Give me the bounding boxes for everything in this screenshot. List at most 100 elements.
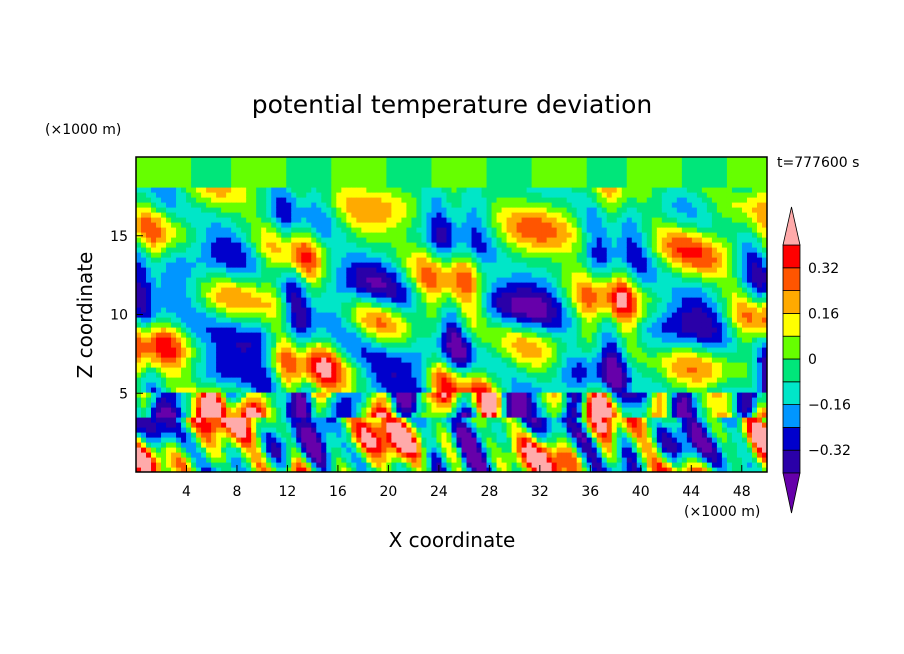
heatmap-cell [406, 462, 412, 468]
heatmap-cell [156, 412, 162, 418]
heatmap-cell [326, 222, 332, 228]
heatmap-cell [286, 432, 292, 438]
heatmap-cell [216, 392, 222, 398]
heatmap-cell [211, 332, 217, 338]
heatmap-cell [391, 397, 397, 403]
heatmap-cell [136, 462, 142, 468]
heatmap-cell [176, 192, 182, 198]
heatmap-cell [186, 232, 192, 238]
heatmap-cell [231, 272, 237, 278]
heatmap-cell [462, 262, 468, 268]
heatmap-cell [261, 367, 267, 373]
heatmap-cell [452, 427, 458, 433]
heatmap-cell [401, 442, 407, 448]
heatmap-cell [166, 437, 172, 443]
heatmap-cell [136, 457, 142, 463]
heatmap-cell [291, 457, 297, 463]
heatmap-cell [527, 257, 533, 263]
heatmap-cell [406, 432, 412, 438]
heatmap-cell [366, 327, 372, 333]
heatmap-cell [321, 427, 327, 433]
heatmap-cell [381, 167, 387, 173]
heatmap-cell [351, 207, 357, 213]
heatmap-cell [401, 312, 407, 318]
heatmap-cell [136, 157, 142, 163]
heatmap-cell [306, 302, 312, 308]
heatmap-cell [176, 197, 182, 203]
heatmap-cell [472, 412, 478, 418]
heatmap-cell [366, 242, 372, 248]
heatmap-cell [286, 442, 292, 448]
heatmap-cell [371, 272, 377, 278]
heatmap-cell [356, 182, 362, 188]
heatmap-cell [201, 322, 207, 328]
heatmap-cell [271, 377, 277, 383]
heatmap-cell [336, 227, 342, 233]
heatmap-cell [522, 177, 528, 183]
heatmap-cell [321, 302, 327, 308]
heatmap-cell [146, 242, 152, 248]
heatmap-cell [186, 447, 192, 453]
heatmap-cell [136, 212, 142, 218]
heatmap-cell [512, 212, 518, 218]
heatmap-cell [291, 232, 297, 238]
heatmap-cell [517, 457, 523, 463]
heatmap-cell [517, 387, 523, 393]
heatmap-cell [366, 307, 372, 313]
heatmap-cell [396, 357, 402, 363]
heatmap-cell [296, 317, 302, 323]
heatmap-cell [532, 402, 538, 408]
heatmap-cell [151, 167, 157, 173]
heatmap-cell [201, 332, 207, 338]
heatmap-cell [216, 232, 222, 238]
heatmap-cell [266, 277, 272, 283]
heatmap-cell [457, 162, 463, 168]
heatmap-cell [206, 362, 212, 368]
heatmap-cell [156, 427, 162, 433]
heatmap-cell [341, 417, 347, 423]
heatmap-cell [351, 452, 357, 458]
heatmap-cell [171, 307, 177, 313]
heatmap-cell [426, 222, 432, 228]
heatmap-cell [381, 277, 387, 283]
heatmap-cell [472, 432, 478, 438]
heatmap-cell [336, 447, 342, 453]
heatmap-cell [176, 432, 182, 438]
heatmap-cell [191, 417, 197, 423]
heatmap-cell [171, 162, 177, 168]
heatmap-cell [281, 212, 287, 218]
heatmap-cell [211, 427, 217, 433]
heatmap-cell [156, 162, 162, 168]
heatmap-cell [492, 377, 498, 383]
heatmap-cell [381, 317, 387, 323]
heatmap-cell [326, 262, 332, 268]
heatmap-cell [457, 267, 463, 273]
heatmap-cell [522, 422, 528, 428]
heatmap-cell [341, 197, 347, 203]
heatmap-cell [161, 392, 167, 398]
heatmap-cell [261, 457, 267, 463]
heatmap-cell [261, 312, 267, 318]
heatmap-cell [411, 182, 417, 188]
heatmap-cell [281, 447, 287, 453]
heatmap-cell [306, 157, 312, 163]
heatmap-cell [522, 302, 528, 308]
heatmap-cell [411, 417, 417, 423]
heatmap-cell [186, 407, 192, 413]
heatmap-cell [336, 247, 342, 253]
heatmap-cell [191, 192, 197, 198]
heatmap-cell [522, 437, 528, 443]
heatmap-cell [186, 392, 192, 398]
heatmap-cell [406, 302, 412, 308]
heatmap-cell [457, 157, 463, 163]
heatmap-cell [141, 302, 147, 308]
heatmap-cell [241, 327, 247, 333]
heatmap-cell [201, 232, 207, 238]
heatmap-cell [497, 232, 503, 238]
heatmap-cell [497, 407, 503, 413]
heatmap-cell [311, 377, 317, 383]
heatmap-cell [196, 402, 202, 408]
heatmap-cell [366, 342, 372, 348]
heatmap-cell [146, 457, 152, 463]
heatmap-cell [512, 282, 518, 288]
